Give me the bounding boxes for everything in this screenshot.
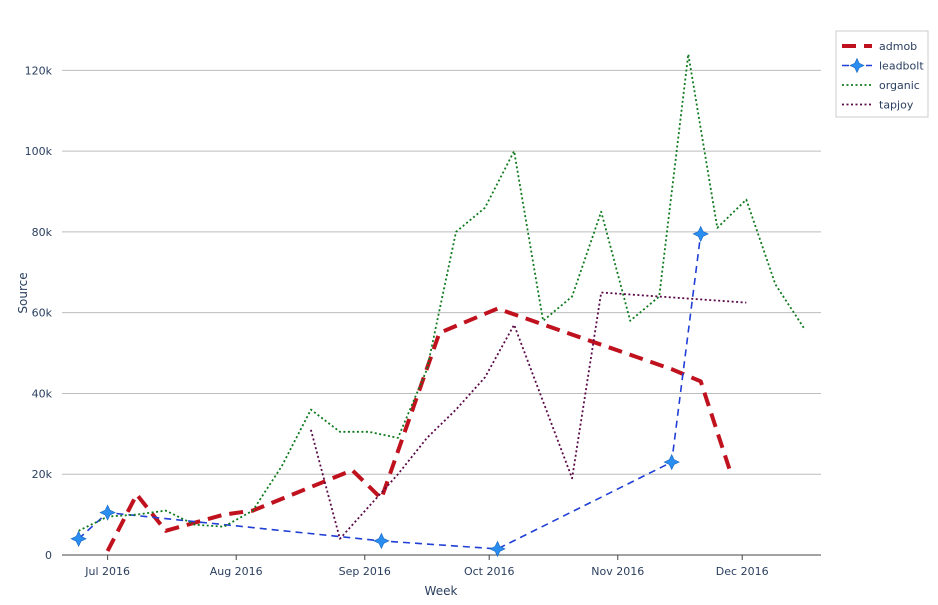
y-axis-title: Source: [16, 272, 30, 313]
data-point-leadbolt: [692, 225, 709, 243]
x-axis-title: Week: [425, 584, 458, 598]
y-tick-label: 20k: [32, 468, 53, 481]
data-point-leadbolt: [70, 530, 87, 548]
x-tick-label: Sep 2016: [339, 565, 391, 578]
legend-label-tapjoy: tapjoy: [879, 99, 914, 112]
y-axis-ticks: 0 20k 40k 60k 80k 100k 120k: [25, 64, 53, 562]
x-tick-label: Aug 2016: [210, 565, 263, 578]
x-tick-label: Dec 2016: [716, 565, 769, 578]
data-point-leadbolt: [99, 504, 116, 521]
series-line-organic: [78, 53, 806, 532]
data-point-leadbolt: [489, 540, 506, 558]
x-tick-label: Oct 2016: [464, 565, 515, 578]
legend: admob leadbolt organic tapjoy: [835, 30, 929, 118]
series-line-leadbolt: [78, 233, 702, 550]
series-lines: [78, 53, 806, 552]
data-point-leadbolt: [663, 453, 680, 471]
y-tick-label: 60k: [32, 307, 53, 320]
x-axis-ticks: Jul 2016 Aug 2016 Sep 2016 Oct 2016 Nov 2016…: [84, 555, 769, 578]
legend-label-organic: organic: [879, 79, 920, 92]
data-point-leadbolt: [373, 532, 390, 550]
series-line-tapjoy: [310, 291, 747, 540]
y-tick-label: 100k: [25, 145, 53, 158]
legend-label-leadbolt: leadbolt: [879, 60, 924, 73]
y-tick-label: 80k: [32, 226, 53, 239]
x-tick-label: Jul 2016: [84, 565, 130, 578]
grid-lines: [62, 69, 821, 556]
y-tick-label: 40k: [32, 387, 53, 400]
legend-label-admob: admob: [879, 40, 917, 53]
y-tick-label: 120k: [25, 64, 53, 77]
y-tick-label: 0: [45, 549, 52, 562]
series-line-admob: [105, 306, 732, 552]
x-tick-label: Nov 2016: [591, 565, 644, 578]
series-markers: [70, 225, 709, 558]
legend-marker-leadbolt: [849, 57, 865, 74]
